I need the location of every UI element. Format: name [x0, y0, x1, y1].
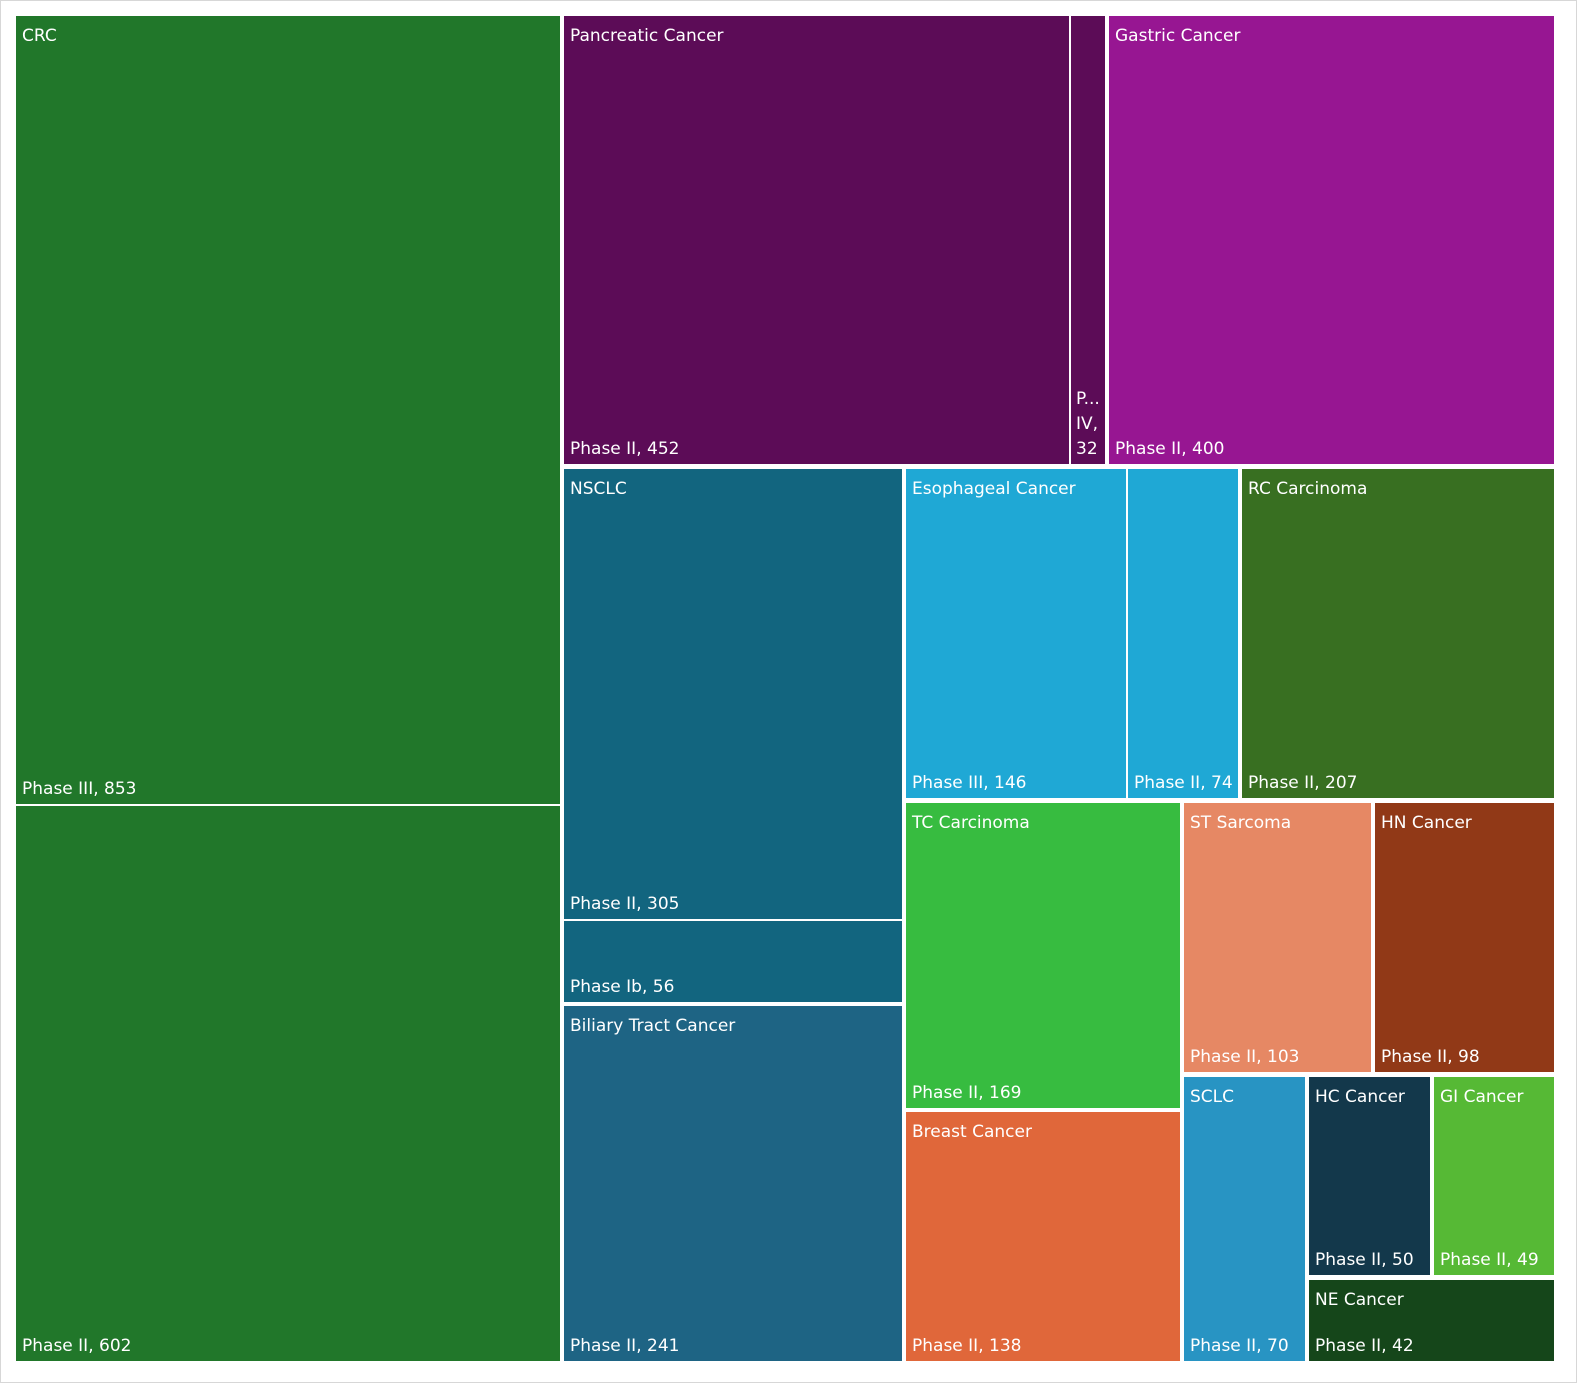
- group-hc-cancer: Phase II, 50 HC Cancer: [1307, 1075, 1432, 1277]
- tile-value-label: Phase II, 42: [1315, 1336, 1414, 1356]
- group-st-sarcoma: Phase II, 103 ST Sarcoma: [1182, 801, 1373, 1074]
- group-tc-carcinoma: Phase II, 169 TC Carcinoma: [904, 801, 1182, 1110]
- group-sclc: Phase II, 70 SCLC: [1182, 1075, 1307, 1363]
- group-name-label: HN Cancer: [1381, 813, 1472, 833]
- group-name-label: TC Carcinoma: [911, 813, 1030, 833]
- group-name-label: NSCLC: [570, 479, 627, 499]
- group-gastric-cancer: Phase II, 400 Gastric Cancer: [1107, 14, 1556, 466]
- tile-rc-carcinoma-phase-ii[interactable]: [1240, 467, 1556, 800]
- tile-sclc-phase-ii[interactable]: [1182, 1075, 1307, 1363]
- tile-value-label: Phase II, 98: [1381, 1047, 1480, 1067]
- tile-gi-cancer-phase-ii[interactable]: [1432, 1075, 1556, 1277]
- tile-esophageal-cancer-phase-iii[interactable]: [904, 467, 1128, 800]
- tile-value-label: Phase II, 305: [570, 894, 679, 914]
- group-name-label: RC Carcinoma: [1248, 479, 1367, 499]
- tile-biliary-tract-cancer-phase-ii[interactable]: [562, 1004, 904, 1363]
- tile-value-label: Phase II, 241: [570, 1336, 679, 1356]
- tile-value-label: Phase III, 853: [22, 779, 136, 799]
- tile-hc-cancer-phase-ii[interactable]: [1307, 1075, 1432, 1277]
- group-name-label: Esophageal Cancer: [912, 479, 1076, 499]
- group-hn-cancer: Phase II, 98 HN Cancer: [1373, 801, 1556, 1074]
- group-crc: Phase III, 853 Phase II, 602 CRC: [14, 14, 562, 1363]
- tile-value-label: Phase II, 207: [1248, 773, 1357, 793]
- tile-breast-cancer-phase-ii[interactable]: [904, 1110, 1182, 1363]
- group-name-label: Pancreatic Cancer: [570, 26, 724, 46]
- group-esophageal-cancer: Phase III, 146 Phase II, 74 Esophageal Can…: [904, 467, 1240, 800]
- tile-crc-phase-ii[interactable]: [14, 804, 562, 1363]
- group-rc-carcinoma: Phase II, 207 RC Carcinoma: [1240, 467, 1556, 800]
- tile-value-label-line: IV,: [1076, 414, 1098, 434]
- group-name-label: CRC: [22, 26, 57, 46]
- group-name-label: ST Sarcoma: [1190, 813, 1291, 833]
- tile-value-label: Phase II, 400: [1115, 439, 1224, 459]
- group-name-label: Biliary Tract Cancer: [570, 1016, 735, 1036]
- group-name-label: Gastric Cancer: [1115, 26, 1240, 46]
- tile-value-label: Phase II, 74: [1134, 773, 1233, 793]
- tile-tc-carcinoma-phase-ii[interactable]: [904, 801, 1182, 1110]
- tile-hn-cancer-phase-ii[interactable]: [1373, 801, 1556, 1074]
- group-name-label: SCLC: [1190, 1087, 1234, 1107]
- group-biliary-tract-cancer: Phase II, 241 Biliary Tract Cancer: [562, 1004, 904, 1363]
- tile-pancreatic-cancer-phase-iv[interactable]: [1069, 14, 1107, 466]
- tile-value-label: Phase II, 169: [912, 1083, 1021, 1103]
- tile-value-label-line: 32: [1076, 439, 1098, 459]
- tile-value-label: Phase II, 138: [912, 1336, 1021, 1356]
- group-pancreatic-cancer: Phase II, 452 P... IV, 32 Pancreatic Cancer: [562, 14, 1107, 466]
- tile-nsclc-phase-ii[interactable]: [562, 467, 904, 921]
- group-gi-cancer: Phase II, 49 GI Cancer: [1432, 1075, 1556, 1277]
- group-name-label: HC Cancer: [1315, 1087, 1405, 1107]
- tile-value-label: Phase Ib, 56: [570, 977, 674, 997]
- group-name-label: Breast Cancer: [912, 1122, 1032, 1142]
- tile-esophageal-cancer-phase-ii[interactable]: [1126, 467, 1240, 800]
- tile-value-label: Phase III, 146: [912, 773, 1026, 793]
- tile-value-label: Phase II, 70: [1190, 1336, 1289, 1356]
- group-ne-cancer: Phase II, 42 NE Cancer: [1307, 1278, 1556, 1363]
- group-nsclc: Phase II, 305 Phase Ib, 56 NSCLC: [562, 467, 904, 1004]
- tile-pancreatic-cancer-phase-ii[interactable]: [562, 14, 1071, 466]
- tile-st-sarcoma-phase-ii[interactable]: [1182, 801, 1373, 1074]
- tile-crc-phase-iii[interactable]: [14, 14, 562, 806]
- tile-nsclc-phase-ib[interactable]: [562, 919, 904, 1004]
- group-name-label: GI Cancer: [1440, 1087, 1523, 1107]
- tile-value-label: Phase II, 602: [22, 1336, 131, 1356]
- group-name-label: NE Cancer: [1315, 1290, 1404, 1310]
- tile-ne-cancer-phase-ii[interactable]: [1307, 1278, 1556, 1363]
- tile-value-label: Phase II, 452: [570, 439, 679, 459]
- tile-gastric-cancer-phase-ii[interactable]: [1107, 14, 1556, 466]
- tile-value-label-line: P...: [1076, 389, 1100, 409]
- group-breast-cancer: Phase II, 138 Breast Cancer: [904, 1110, 1182, 1363]
- tile-value-label: Phase II, 50: [1315, 1250, 1414, 1270]
- tile-value-label: Phase II, 49: [1440, 1250, 1539, 1270]
- tile-value-label: Phase II, 103: [1190, 1047, 1299, 1067]
